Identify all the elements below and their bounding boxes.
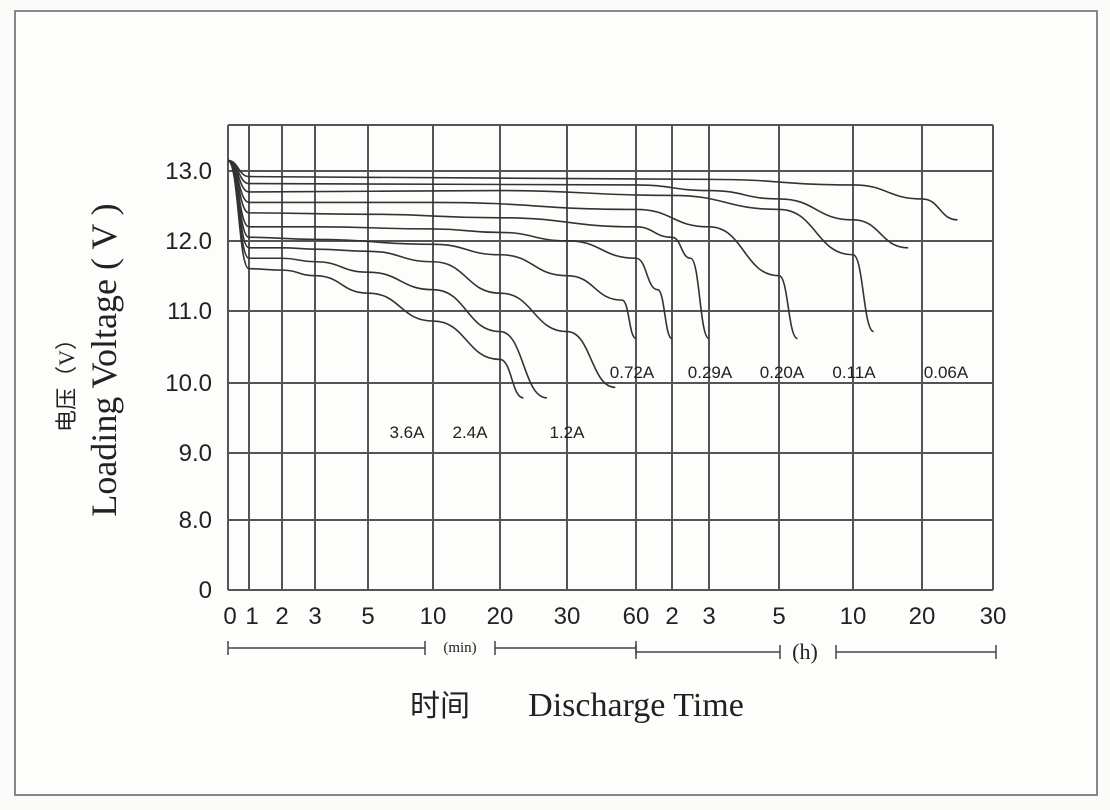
y-tick-label: 12.0 [165, 228, 212, 255]
y-tick-label: 9.0 [179, 440, 212, 467]
discharge-curve [227, 159, 875, 333]
x-tick-label: 5 [361, 603, 374, 630]
x-axis-unit-min: (min) [443, 640, 476, 656]
x-axis-label-cn: 时间 [410, 690, 470, 723]
x-tick-label: 30 [980, 603, 1007, 630]
x-tick-label: 3 [702, 603, 715, 630]
x-axis-label: Discharge Time [528, 687, 744, 724]
curve-label: 2.4A [453, 423, 489, 442]
discharge-curve [227, 159, 616, 389]
discharge-curve [227, 159, 524, 399]
y-tick-label: 10.0 [165, 370, 212, 397]
curve-label: 0.29A [688, 363, 733, 382]
curve-label: 3.6A [390, 423, 426, 442]
x-tick-label: 2 [665, 603, 678, 630]
x-axis-unit-h: (h) [792, 639, 818, 664]
x-tick-label: 20 [909, 603, 936, 630]
y-axis-label-cn: 电压（V） [54, 328, 79, 432]
curve-label: 0.06A [924, 363, 969, 382]
curve-label: 0.11A [832, 363, 876, 382]
x-tick-label: 10 [420, 603, 447, 630]
discharge-curve [227, 159, 958, 221]
y-tick-label: 8.0 [179, 507, 212, 534]
discharge-curve [227, 159, 909, 249]
y-tick-label: 0 [199, 577, 212, 604]
x-tick-label: 0 [223, 603, 236, 630]
discharge-curve [227, 159, 798, 340]
curve-label: 0.72A [610, 363, 655, 382]
y-tick-label: 11.0 [167, 298, 212, 325]
x-tick-label: 1 [245, 603, 258, 630]
discharge-curve [227, 159, 548, 399]
y-axis-label: Loading Voltage ( V ) [84, 203, 124, 516]
discharge-curve [227, 159, 637, 340]
chart-frame [14, 10, 1098, 796]
x-tick-label: 2 [275, 603, 288, 630]
y-tick-label: 13.0 [165, 158, 212, 185]
x-tick-label: 20 [487, 603, 514, 630]
x-tick-label: 10 [840, 603, 867, 630]
x-tick-label: 5 [772, 603, 785, 630]
curve-label: 0.20A [760, 363, 805, 382]
x-tick-label: 3 [308, 603, 321, 630]
curve-label: 1.2A [550, 423, 586, 442]
x-tick-label: 60 [623, 603, 650, 630]
x-tick-label: 30 [554, 603, 581, 630]
discharge-curve [227, 159, 673, 340]
discharge-curve [227, 159, 710, 340]
